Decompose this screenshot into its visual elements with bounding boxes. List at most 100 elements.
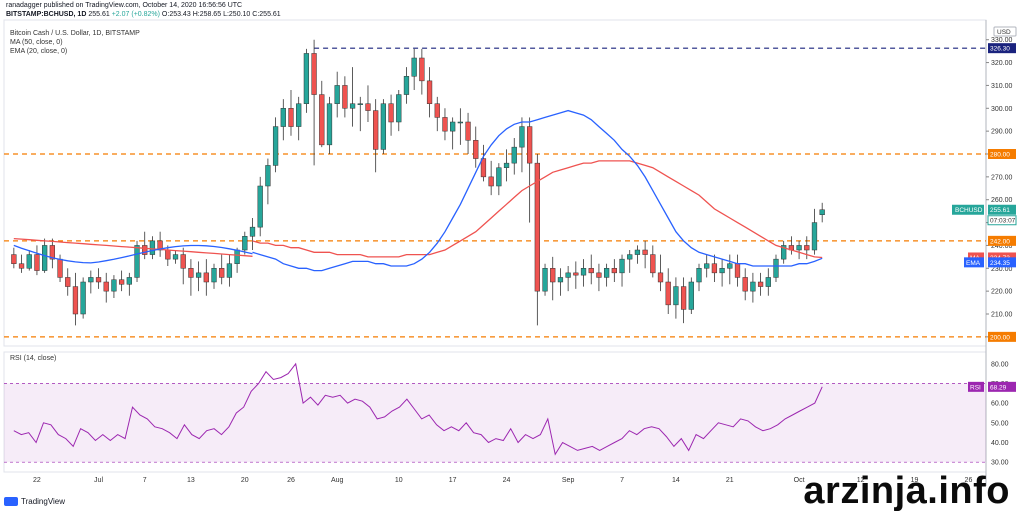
candle-body-up [88,277,94,283]
candle-body-down [534,162,540,292]
candle [380,99,387,154]
tradingview-logo-icon [4,497,18,506]
candle-body-down [442,117,448,132]
candle-body-up [134,245,140,278]
candle [580,259,587,287]
candle [642,240,648,269]
publisher-line: ranadagger published on TradingView.com,… [6,2,243,9]
candle [103,272,109,303]
candle-body-up [819,209,825,215]
candle-body-up [403,76,410,95]
candle [650,245,656,278]
price-axis-label: 240.00 [991,243,1013,250]
candle [819,202,825,223]
candle [296,96,302,141]
level-badge [988,43,1016,54]
price-axis-label: 300.00 [991,106,1013,113]
candle-body-down [373,110,379,150]
candle-body-down [488,176,494,187]
price-axis-label: 260.00 [991,197,1013,204]
candle [403,67,410,104]
candle-body-up [688,281,694,310]
candle-body-down [57,258,63,278]
candle [226,254,233,287]
last-price-badge-label: 255.61 [990,207,1010,214]
candle-body-down [665,281,671,306]
candle-body-up [704,263,710,269]
candle-body-up [696,268,702,283]
symbol-label: BITSTAMP:BCHUSD, 1D [6,11,87,18]
candle-body-up [26,254,32,269]
rsi-tag [968,381,984,392]
candle [142,231,148,260]
candle [49,238,55,269]
ema-legend[interactable]: EMA (20, close, 0) [10,48,68,55]
candle-body-up [750,281,756,292]
candle-body-up [457,121,463,124]
candle-body-up [519,126,525,148]
candle-body-down [95,277,102,283]
time-axis-label: 19 [911,477,919,484]
ema-price-badge [988,257,1016,268]
candle [450,117,456,150]
candle [288,90,294,136]
candle [303,48,310,113]
time-axis-label: 26 [965,477,973,484]
candle-body-down [527,126,533,164]
candle-body-down [465,121,471,141]
time-axis-label: 24 [503,477,511,484]
candle [757,272,764,296]
low-value: 250.10 [228,11,251,18]
tradingview-brand: TradingView [21,497,66,506]
candle [665,268,671,314]
candle [203,259,209,296]
tradingview-logo[interactable]: TradingView [4,497,65,506]
candle [334,71,340,118]
candle [557,268,564,296]
candle [242,231,248,255]
high-label: H: [192,11,200,18]
candle [426,67,433,118]
candle-body-up [557,277,564,283]
candle-body-down [588,268,594,274]
symbol-ohlc-line: BITSTAMP:BCHUSD, 1D 255.61 +2.07 (+0.82%… [6,10,281,19]
candle [234,247,240,273]
candle [534,154,540,326]
ema-price-tag-label: EMA [966,260,981,267]
last-price: 255.61 [88,11,110,18]
candle-body-up [303,53,310,104]
candle [88,270,94,294]
ma-legend[interactable]: MA (50, close, 0) [10,39,63,46]
candle [657,254,664,292]
candle-body-up [296,103,302,127]
ma50-line [252,160,823,259]
candle [596,263,602,292]
currency-box [993,26,1017,37]
candle-body-down [34,254,40,271]
rsi-legend[interactable]: RSI (14, close) [10,355,57,362]
candle [611,259,617,282]
candle-body-up [773,258,779,278]
candle-body-down [118,279,125,285]
ema20-line [252,109,823,272]
candle-body-up [450,121,456,132]
candle [319,80,325,148]
level-badge [988,235,1016,246]
candle-body-up [811,222,818,251]
candle-body-up [211,268,217,283]
candle-body-down [65,277,71,287]
candle [696,263,702,292]
time-axis-label: 7 [620,477,624,484]
candle-body-down [388,103,394,123]
candle [157,231,163,257]
time-axis-label: 10 [395,477,403,484]
level-badge [988,331,1016,342]
candle [496,163,502,196]
candle-body-up [719,268,725,274]
candle [473,126,479,168]
candle [742,268,748,301]
candle [773,254,779,282]
candle [219,254,225,285]
candle-body-down [734,263,741,278]
